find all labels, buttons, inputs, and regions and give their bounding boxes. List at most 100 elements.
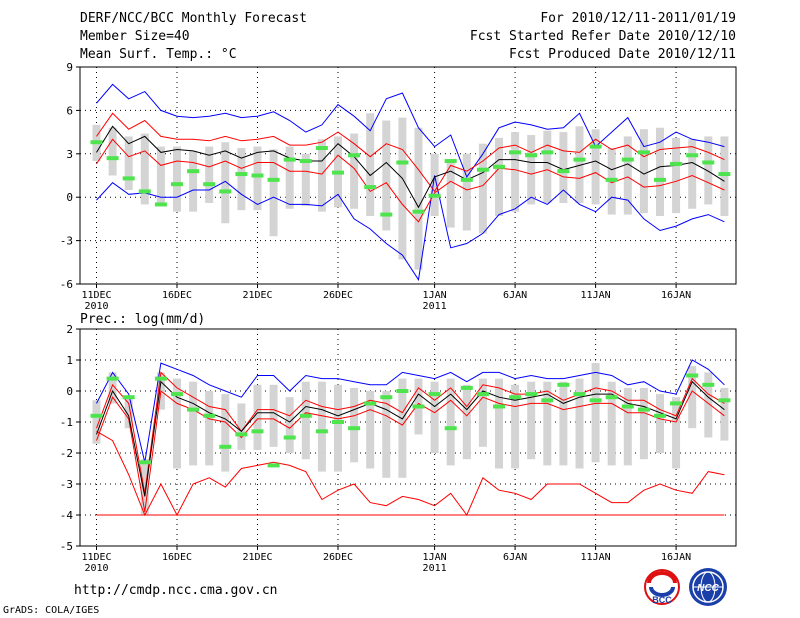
ensemble-box — [221, 142, 230, 224]
observed-marker — [380, 212, 393, 217]
ensemble-box — [269, 149, 278, 237]
ensemble-box — [350, 387, 359, 463]
observed-marker — [654, 413, 666, 418]
observed-marker — [90, 140, 103, 145]
ensemble-box — [92, 400, 101, 444]
x-tick-label: 6JAN — [503, 290, 527, 301]
y-tick-label: -6 — [60, 278, 73, 291]
x-tick-label: 6JAN — [503, 552, 527, 563]
ensemble-box — [527, 134, 536, 205]
lower-quartile-line — [96, 390, 725, 512]
ensemble-box — [704, 136, 713, 205]
ensemble-box — [527, 381, 536, 460]
observed-marker — [718, 398, 731, 403]
observed-marker — [444, 159, 457, 164]
ensemble-box — [430, 381, 439, 453]
ensemble-mean-line — [96, 380, 725, 497]
ensemble-box — [317, 139, 326, 212]
ensemble-box — [253, 384, 262, 450]
ensemble-box — [478, 143, 487, 234]
observed-marker — [267, 177, 280, 182]
ensemble-box — [591, 363, 600, 463]
y-tick-label: -5 — [60, 540, 73, 553]
ensemble-box — [543, 381, 552, 466]
x-tick-label: 26DEC — [323, 290, 353, 301]
ensemble-box — [398, 117, 407, 260]
y-tick-label: 1 — [66, 354, 73, 367]
grads-credit: GrADS: COLA/IGES — [3, 605, 100, 616]
observed-marker — [219, 189, 232, 194]
observed-marker — [187, 169, 200, 174]
ensemble-box — [591, 129, 600, 205]
observed-marker — [444, 426, 457, 431]
ensemble-box — [189, 150, 198, 212]
observed-marker — [460, 385, 473, 390]
forecast-start-date: Fcst Started Refer Date 2010/12/10 — [469, 29, 736, 44]
observed-marker — [154, 376, 167, 381]
observed-marker — [251, 429, 264, 434]
observed-marker — [493, 164, 505, 169]
member-size-label: Member Size=40 — [80, 29, 190, 44]
source-url[interactable]: http://cmdp.ncc.cma.gov.cn — [74, 583, 278, 598]
ensemble-box — [414, 127, 423, 270]
observed-marker — [637, 150, 650, 155]
observed-marker — [203, 182, 216, 187]
y-tick-label: -1 — [60, 416, 73, 429]
logos: BCC NCC — [644, 568, 727, 606]
ensemble-box — [495, 137, 503, 217]
observed-marker — [187, 407, 200, 412]
observed-marker — [670, 401, 683, 406]
observed-marker — [412, 404, 425, 409]
x-tick-label: 21DEC — [242, 552, 272, 563]
forecast-period: For 2010/12/11-2011/01/19 — [540, 11, 736, 26]
ensemble-box — [221, 394, 230, 472]
observed-marker — [203, 413, 216, 418]
observed-marker — [686, 373, 699, 378]
ensemble-box — [269, 384, 278, 447]
ensemble-box — [140, 133, 149, 205]
observed-marker — [348, 153, 361, 158]
observed-marker — [589, 398, 602, 403]
ensemble-box — [511, 384, 520, 469]
observed-marker — [718, 172, 731, 177]
observed-marker — [138, 189, 151, 194]
ensemble-box — [108, 127, 117, 176]
x-tick-sublabel: 2010 — [84, 301, 108, 312]
ensemble-box — [366, 113, 375, 217]
x-tick-label: 11JAN — [581, 290, 611, 301]
y-tick-label: -3 — [60, 478, 73, 491]
ensemble-box — [430, 153, 439, 217]
upper-spread-line — [96, 112, 725, 193]
observed-marker — [396, 389, 409, 393]
observed-marker — [122, 176, 135, 181]
observed-marker — [315, 429, 328, 434]
ensemble-box — [382, 391, 391, 478]
ensemble-box — [108, 372, 117, 404]
observed-marker — [428, 392, 441, 397]
observed-marker — [525, 392, 538, 397]
max-line — [96, 83, 725, 178]
ensemble-box — [688, 366, 697, 429]
ensemble-box — [301, 381, 310, 460]
ensemble-box — [672, 397, 681, 469]
plot-frame — [79, 66, 737, 285]
ensemble-box — [495, 378, 503, 469]
observed-marker — [348, 426, 361, 431]
ensemble-box — [189, 381, 198, 466]
max-line — [96, 359, 725, 463]
observed-marker — [702, 382, 715, 387]
y-tick-label: 3 — [66, 148, 73, 161]
ensemble-box — [446, 159, 455, 228]
observed-marker — [299, 413, 312, 418]
ncc-logo-text: NCC — [697, 583, 719, 594]
ensemble-box — [720, 387, 729, 441]
ensemble-box — [511, 132, 520, 212]
upper-spread-line — [96, 371, 725, 494]
variable-label: Mean Surf. Temp.: °C — [80, 47, 237, 62]
ensemble-box — [285, 146, 294, 209]
y-tick-label: -4 — [60, 509, 74, 522]
observed-marker — [557, 169, 570, 174]
ensemble-box — [253, 146, 262, 211]
ensemble-box — [704, 372, 713, 438]
